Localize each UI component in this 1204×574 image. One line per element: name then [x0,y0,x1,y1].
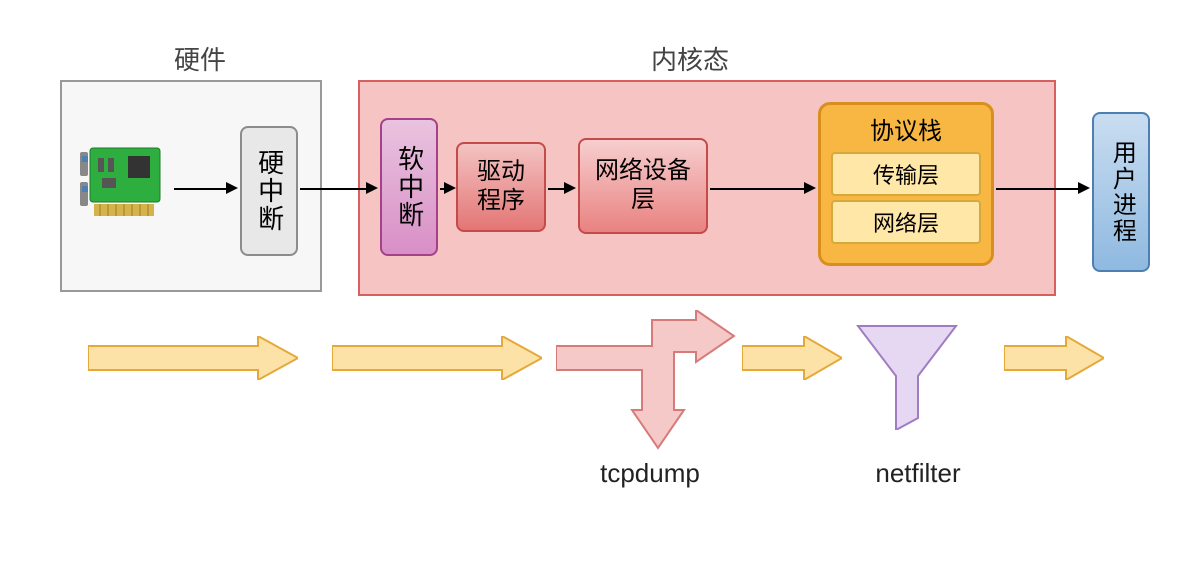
netdev-label: 网络设备层 [593,157,693,215]
diagram-canvas: 硬件 内核态 硬中断 软中断 驱动程序 [20,20,1204,554]
kernel-title: 内核态 [630,40,750,77]
driver-label: 驱动程序 [471,158,531,216]
driver-node: 驱动程序 [456,142,546,232]
hardware-title: 硬件 [160,40,240,77]
soft-irq-node: 软中断 [380,118,438,256]
protocol-stack-title: 协议栈 [821,111,991,146]
nic-icon [80,142,170,222]
fat-arrow-1 [88,336,298,385]
network-layer: 网络层 [831,200,981,244]
protocol-stack-node: 协议栈 传输层 网络层 [818,102,994,266]
fat-arrow-2 [332,336,542,385]
hard-irq-node: 硬中断 [240,126,298,256]
tcpdump-split-icon [556,310,736,455]
transport-layer: 传输层 [831,152,981,196]
netfilter-funnel-icon [852,320,962,435]
fat-arrow-3 [742,336,842,385]
user-process-node: 用户进程 [1092,112,1150,272]
tcpdump-label: tcpdump [580,458,720,489]
netfilter-label: netfilter [858,458,978,489]
netdev-node: 网络设备层 [578,138,708,234]
fat-arrow-4 [1004,336,1104,385]
